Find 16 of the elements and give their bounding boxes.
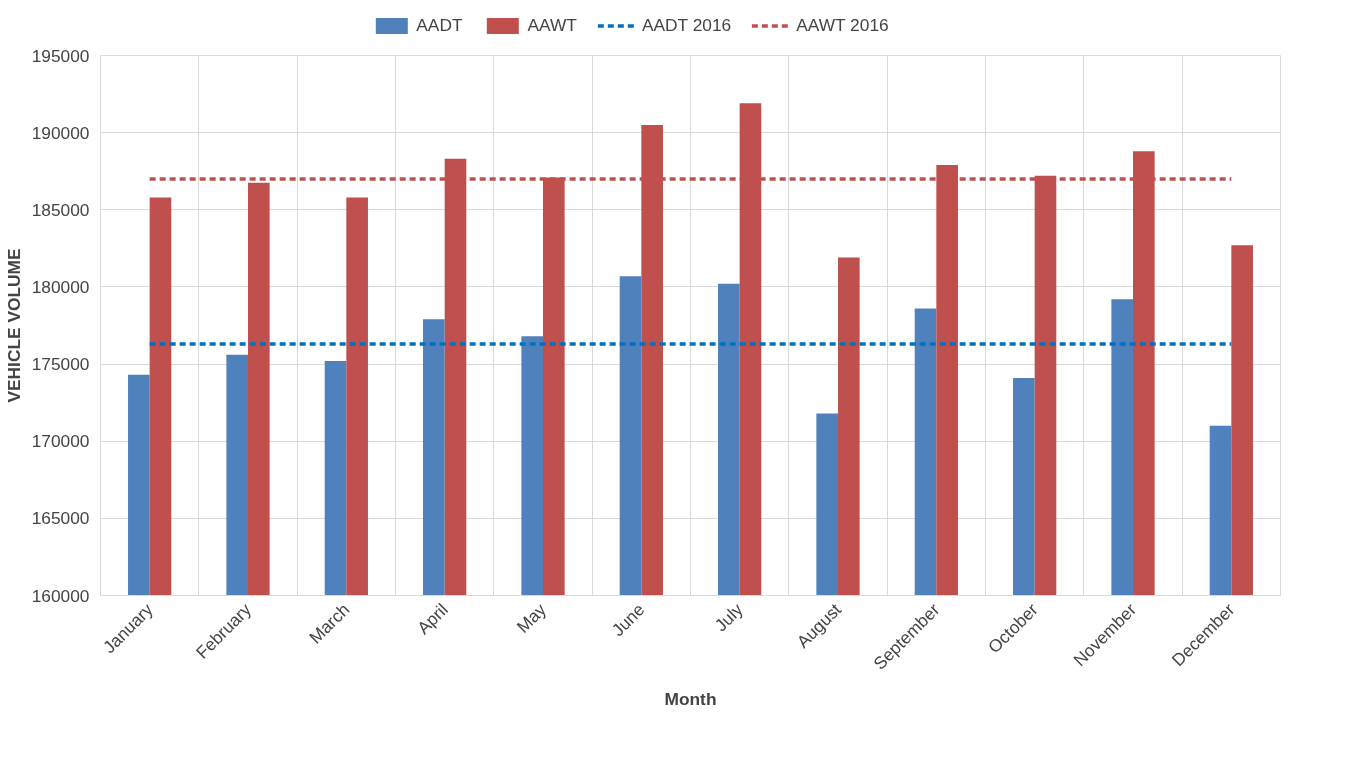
x-tick-label: May — [512, 599, 551, 637]
legend-label: AAWT 2016 — [796, 14, 889, 36]
y-tick-label: 190000 — [31, 122, 90, 143]
y-tick-label: 195000 — [31, 45, 90, 66]
x-axis-title: Month — [664, 688, 717, 709]
legend-label: AADT — [416, 14, 463, 36]
y-axis-title: VEHICLE VOLUME — [3, 248, 24, 403]
y-tick-label: 185000 — [31, 199, 90, 220]
legend-label: AAWT — [527, 14, 577, 36]
y-tick-label: 175000 — [31, 354, 90, 375]
y-tick-label: 160000 — [31, 585, 90, 606]
y-tick-label: 170000 — [31, 431, 90, 452]
y-tick-label: 180000 — [31, 276, 90, 297]
y-tick-label: 165000 — [31, 508, 90, 529]
x-tick-label: July — [710, 599, 747, 636]
legend-label: AADT 2016 — [641, 14, 732, 36]
